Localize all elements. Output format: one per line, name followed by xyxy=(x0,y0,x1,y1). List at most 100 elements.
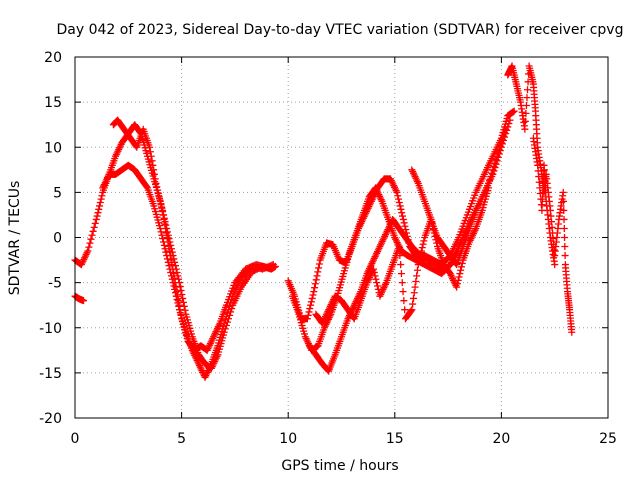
data-point xyxy=(174,292,182,300)
data-point xyxy=(310,288,318,296)
data-point xyxy=(399,288,407,296)
data-point xyxy=(495,146,503,154)
data-points xyxy=(71,62,576,381)
data-point xyxy=(408,306,416,314)
data-point xyxy=(177,287,185,295)
data-point xyxy=(149,161,157,169)
data-point xyxy=(417,247,425,255)
data-point xyxy=(395,195,403,203)
data-point xyxy=(174,297,182,305)
data-point xyxy=(401,306,409,314)
data-point xyxy=(560,215,568,223)
data-point xyxy=(409,294,417,302)
data-point xyxy=(522,102,530,110)
data-point xyxy=(175,301,183,309)
data-point xyxy=(153,183,161,191)
data-point xyxy=(410,289,418,297)
data-point xyxy=(415,257,423,265)
data-point xyxy=(98,192,106,200)
data-point xyxy=(177,310,185,318)
data-point xyxy=(494,149,502,157)
chart-title: Day 042 of 2023, Sidereal Day-to-day VTE… xyxy=(57,22,624,38)
data-point xyxy=(160,215,168,223)
data-point xyxy=(309,291,317,299)
series-trace8 xyxy=(408,166,480,269)
data-point xyxy=(568,328,576,336)
y-tick-label: 5 xyxy=(53,185,62,201)
data-point xyxy=(169,265,177,273)
data-point xyxy=(146,143,154,151)
data-point xyxy=(396,202,404,210)
data-point xyxy=(154,190,162,198)
data-point xyxy=(162,229,170,237)
data-point xyxy=(80,297,88,305)
series-trace11 xyxy=(71,292,88,305)
data-point xyxy=(458,259,466,267)
data-point xyxy=(85,243,93,251)
data-point xyxy=(175,275,183,283)
data-point xyxy=(487,173,495,181)
data-point xyxy=(179,294,187,302)
data-point xyxy=(163,234,171,241)
data-point xyxy=(158,206,166,214)
data-point xyxy=(371,272,379,280)
data-point xyxy=(311,284,319,292)
data-point xyxy=(411,283,419,291)
data-point xyxy=(157,200,165,208)
data-point xyxy=(161,220,169,228)
data-point xyxy=(501,129,509,137)
data-point xyxy=(157,228,165,236)
x-tick-label: 10 xyxy=(279,431,297,447)
plot-frame xyxy=(74,56,609,419)
data-point xyxy=(493,152,501,160)
x-tick-label: 0 xyxy=(71,431,80,447)
data-point xyxy=(167,256,175,264)
data-point xyxy=(96,202,104,210)
data-point xyxy=(304,311,312,319)
data-point xyxy=(492,156,500,164)
data-point xyxy=(506,116,514,124)
data-point xyxy=(397,270,405,278)
data-point xyxy=(393,188,401,196)
data-point xyxy=(456,270,464,278)
data-point xyxy=(94,209,102,217)
data-point xyxy=(502,125,510,133)
data-point xyxy=(402,226,410,234)
data-point xyxy=(420,237,428,245)
data-point xyxy=(522,109,530,117)
data-point xyxy=(313,272,321,280)
series-trace10 xyxy=(529,134,559,269)
data-point xyxy=(92,215,100,223)
data-point xyxy=(150,166,158,174)
series-trace2 xyxy=(99,161,277,381)
data-point xyxy=(417,250,425,258)
data-point xyxy=(168,261,176,269)
data-point xyxy=(453,280,461,288)
x-tick-label: 25 xyxy=(599,431,617,447)
data-point xyxy=(162,224,170,232)
data-point xyxy=(454,276,462,284)
series-trace1 xyxy=(71,121,279,372)
y-tick-label: 10 xyxy=(44,140,62,156)
data-point xyxy=(559,197,567,205)
y-tick-label: -15 xyxy=(39,366,62,382)
data-point xyxy=(143,183,151,191)
data-point xyxy=(164,238,172,246)
data-point xyxy=(561,234,569,241)
data-point xyxy=(496,142,504,150)
data-point xyxy=(491,159,499,167)
data-point xyxy=(497,139,505,147)
data-point xyxy=(521,117,529,125)
x-tick-label: 15 xyxy=(386,431,404,447)
data-point xyxy=(500,132,508,140)
y-tick-label: -10 xyxy=(39,321,62,337)
data-point xyxy=(226,302,234,310)
data-point xyxy=(178,290,186,298)
data-point xyxy=(400,297,408,305)
y-axis-label: SDTVAR / TECUs xyxy=(7,181,23,296)
data-point xyxy=(96,199,104,207)
data-point xyxy=(97,195,105,203)
data-point xyxy=(156,196,164,204)
data-point xyxy=(312,276,320,284)
